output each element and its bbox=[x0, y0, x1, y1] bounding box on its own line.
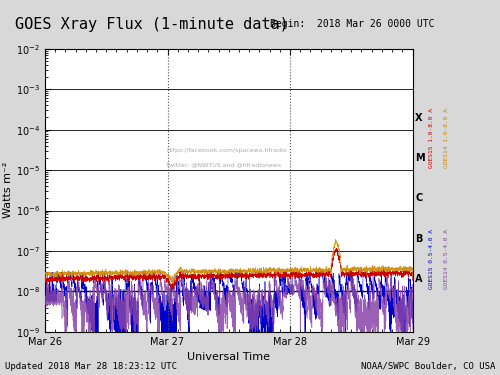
Text: https://facebook.com/spacewx.hfradio: https://facebook.com/spacewx.hfradio bbox=[166, 148, 287, 153]
Text: Twitter: @NW7US and @hfradionews: Twitter: @NW7US and @hfradionews bbox=[166, 162, 281, 167]
Text: A: A bbox=[415, 274, 422, 284]
Text: X: X bbox=[415, 112, 422, 123]
Text: M: M bbox=[415, 153, 424, 163]
Text: C: C bbox=[415, 194, 422, 203]
Text: NOAA/SWPC Boulder, CO USA: NOAA/SWPC Boulder, CO USA bbox=[360, 362, 495, 371]
Text: B: B bbox=[415, 234, 422, 244]
Text: GOES15 1.0-8.0 A: GOES15 1.0-8.0 A bbox=[429, 108, 434, 168]
Text: Updated 2018 Mar 28 18:23:12 UTC: Updated 2018 Mar 28 18:23:12 UTC bbox=[5, 362, 177, 371]
Y-axis label: Watts m⁻²: Watts m⁻² bbox=[3, 162, 13, 219]
X-axis label: Universal Time: Universal Time bbox=[187, 352, 270, 362]
Text: GOES15 0.5-4.0 A: GOES15 0.5-4.0 A bbox=[429, 229, 434, 289]
Text: GOES14 0.5-4.0 A: GOES14 0.5-4.0 A bbox=[444, 229, 449, 289]
Text: GOES Xray Flux (1-minute data): GOES Xray Flux (1-minute data) bbox=[15, 17, 289, 32]
Text: Begin:  2018 Mar 26 0000 UTC: Begin: 2018 Mar 26 0000 UTC bbox=[270, 20, 434, 29]
Text: GOES14 1.0-8.0 A: GOES14 1.0-8.0 A bbox=[444, 108, 449, 168]
